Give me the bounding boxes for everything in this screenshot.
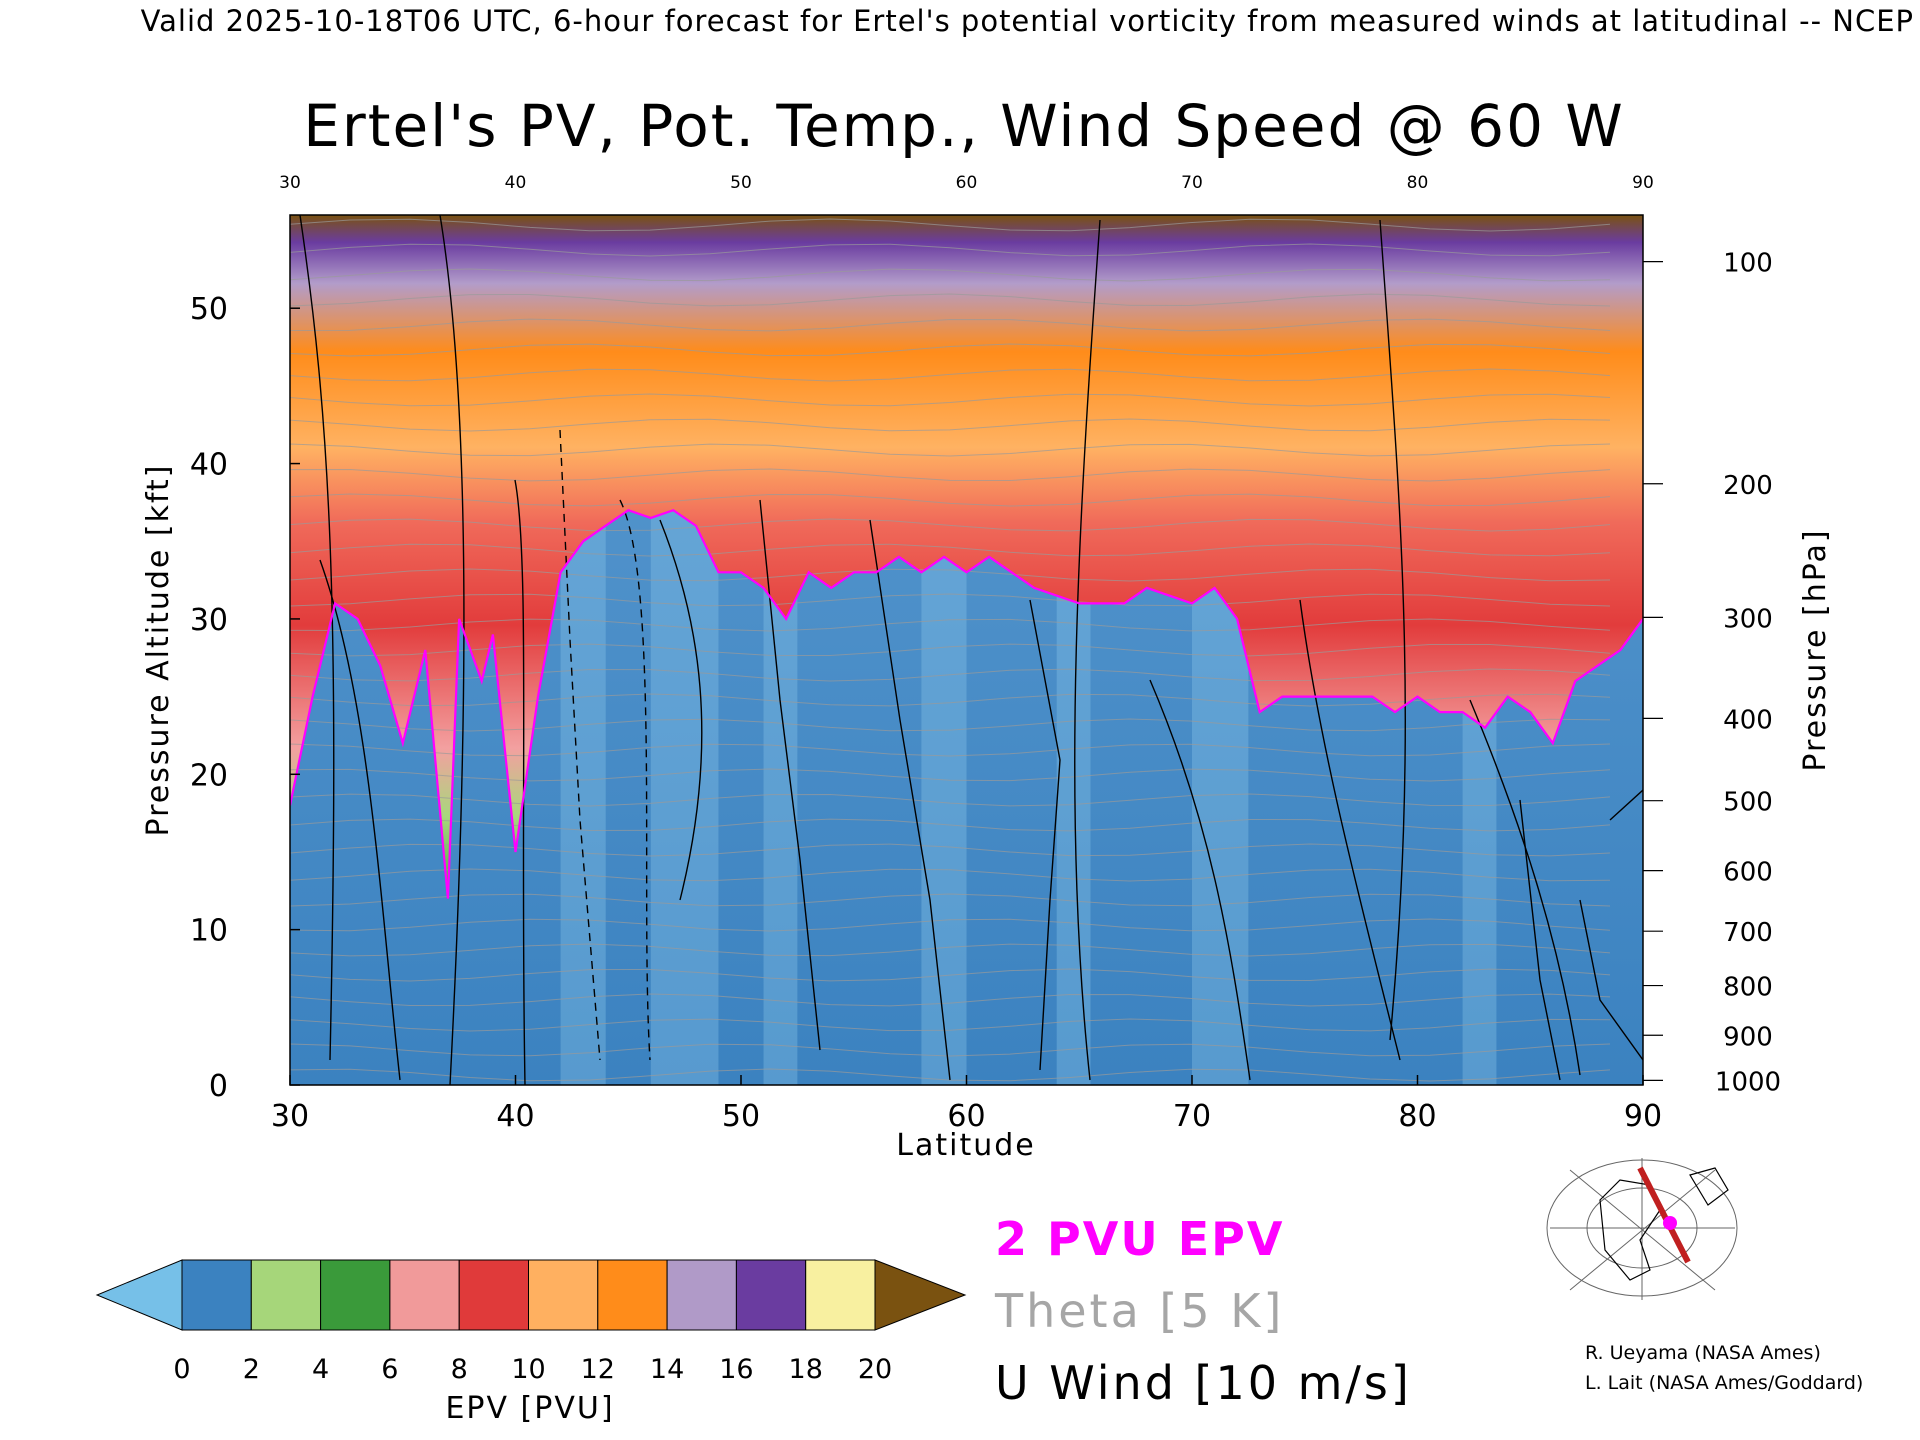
credits: R. Ueyama (NASA Ames) L. Lait (NASA Ames…	[1585, 1338, 1863, 1398]
x-axis-label: Latitude	[896, 1128, 1035, 1163]
plot-area	[290, 215, 1643, 1085]
pressure-tick-label: 1000	[1715, 1067, 1781, 1097]
pressure-tick-label: 700	[1723, 918, 1773, 948]
colorbar-segment	[389, 1259, 460, 1331]
credit-line: L. Lait (NASA Ames/Goddard)	[1585, 1372, 1864, 1394]
colorbar-tick-label: 4	[312, 1354, 329, 1385]
colorbar-label: EPV [PVU]	[445, 1391, 614, 1426]
colorbar-tick-label: 14	[650, 1354, 684, 1385]
y-axis-right-pressure: 100 200 300 400 500 600 700 800 900 1000	[1643, 249, 1781, 1097]
colorbar-segment	[181, 1259, 252, 1331]
colorbar-segment	[805, 1259, 876, 1331]
colorbar-tick-label: 8	[451, 1354, 468, 1385]
x-axis-top: 30 40 50 60 70 80 90	[279, 173, 1654, 193]
colorbar-segment	[597, 1259, 668, 1331]
colorbar-tick-label: 12	[581, 1354, 615, 1385]
pressure-tick-label: 900	[1723, 1022, 1773, 1052]
epv-colorbar: 0 2 4 6 8 10 12 14 16 18 20	[95, 1259, 967, 1385]
x-tick-label: 90	[1624, 1099, 1662, 1134]
colorbar-segment	[528, 1259, 599, 1331]
chart-title: Ertel's PV, Pot. Temp., Wind Speed @ 60 …	[0, 92, 1920, 160]
legend-theta: Theta [5 K]	[995, 1284, 1285, 1338]
legend-pvu: 2 PVU EPV	[995, 1212, 1285, 1266]
colorbar-tick-label: 16	[719, 1354, 753, 1385]
y-tick-label: 0	[209, 1069, 228, 1104]
colorbar-low-arrow	[95, 1259, 183, 1331]
x-top-tick-label: 30	[279, 173, 301, 193]
y-axis-label: Pressure Altitude [kft]	[141, 464, 176, 837]
colorbar-segment	[735, 1259, 807, 1331]
y2-axis-label: Pressure [hPa]	[1798, 528, 1833, 771]
y-tick-label: 30	[190, 603, 228, 638]
colorbar-tick-label: 2	[243, 1354, 260, 1385]
credit-line: R. Ueyama (NASA Ames)	[1585, 1342, 1821, 1364]
pressure-tick-label: 400	[1723, 705, 1773, 735]
colorbar-tick-label: 6	[381, 1354, 398, 1385]
pressure-tick-label: 100	[1723, 249, 1773, 279]
pressure-tick-label: 800	[1723, 973, 1773, 1003]
y-tick-label: 40	[190, 448, 228, 483]
x-tick-label: 40	[496, 1099, 534, 1134]
x-tick-label: 50	[722, 1099, 760, 1134]
stratosphere-fill	[290, 215, 1643, 899]
chart-title-text: Ertel's PV, Pot. Temp., Wind Speed @ 60 …	[303, 92, 1625, 160]
pressure-tick-label: 500	[1723, 788, 1773, 818]
x-tick-label: 30	[271, 1099, 309, 1134]
x-tick-label: 60	[947, 1099, 985, 1134]
location-marker	[1663, 1216, 1677, 1230]
colorbar-segment	[666, 1259, 737, 1331]
colorbar-segment	[458, 1259, 530, 1331]
colorbar-tick-label: 20	[858, 1354, 892, 1385]
x-top-tick-label: 50	[730, 173, 752, 193]
colorbar-high-arrow	[874, 1259, 967, 1331]
y-tick-label: 10	[190, 914, 228, 949]
x-top-tick-label: 90	[1632, 173, 1654, 193]
colorbar-segment	[250, 1259, 322, 1331]
y-axis-left: 0 10 20 30 40 50	[190, 292, 300, 1104]
x-tick-label: 80	[1398, 1099, 1436, 1134]
pressure-tick-label: 600	[1723, 858, 1773, 888]
pressure-tick-label: 300	[1723, 604, 1773, 634]
colorbar-tick-label: 10	[511, 1354, 545, 1385]
x-top-tick-label: 60	[956, 173, 978, 193]
y-tick-label: 20	[190, 758, 228, 793]
x-top-tick-label: 80	[1407, 173, 1429, 193]
section-line	[1637, 1166, 1691, 1264]
x-axis-bottom: 30 40 50 60 70 80 90	[271, 1075, 1662, 1134]
colorbar-tick-label: 0	[173, 1354, 190, 1385]
legend-wind: U Wind [10 m/s]	[995, 1356, 1412, 1410]
x-top-tick-label: 40	[505, 173, 527, 193]
tropopause-2pvu-line	[290, 508, 1643, 899]
colorbar-segment	[320, 1259, 391, 1331]
location-map-inset	[1545, 1155, 1740, 1303]
y-tick-label: 50	[190, 292, 228, 327]
x-top-tick-label: 70	[1181, 173, 1203, 193]
colorbar-tick-label: 18	[789, 1354, 823, 1385]
x-tick-label: 70	[1173, 1099, 1211, 1134]
forecast-header: Valid 2025-10-18T06 UTC, 6-hour forecast…	[140, 4, 1914, 38]
pressure-tick-label: 200	[1723, 471, 1773, 501]
